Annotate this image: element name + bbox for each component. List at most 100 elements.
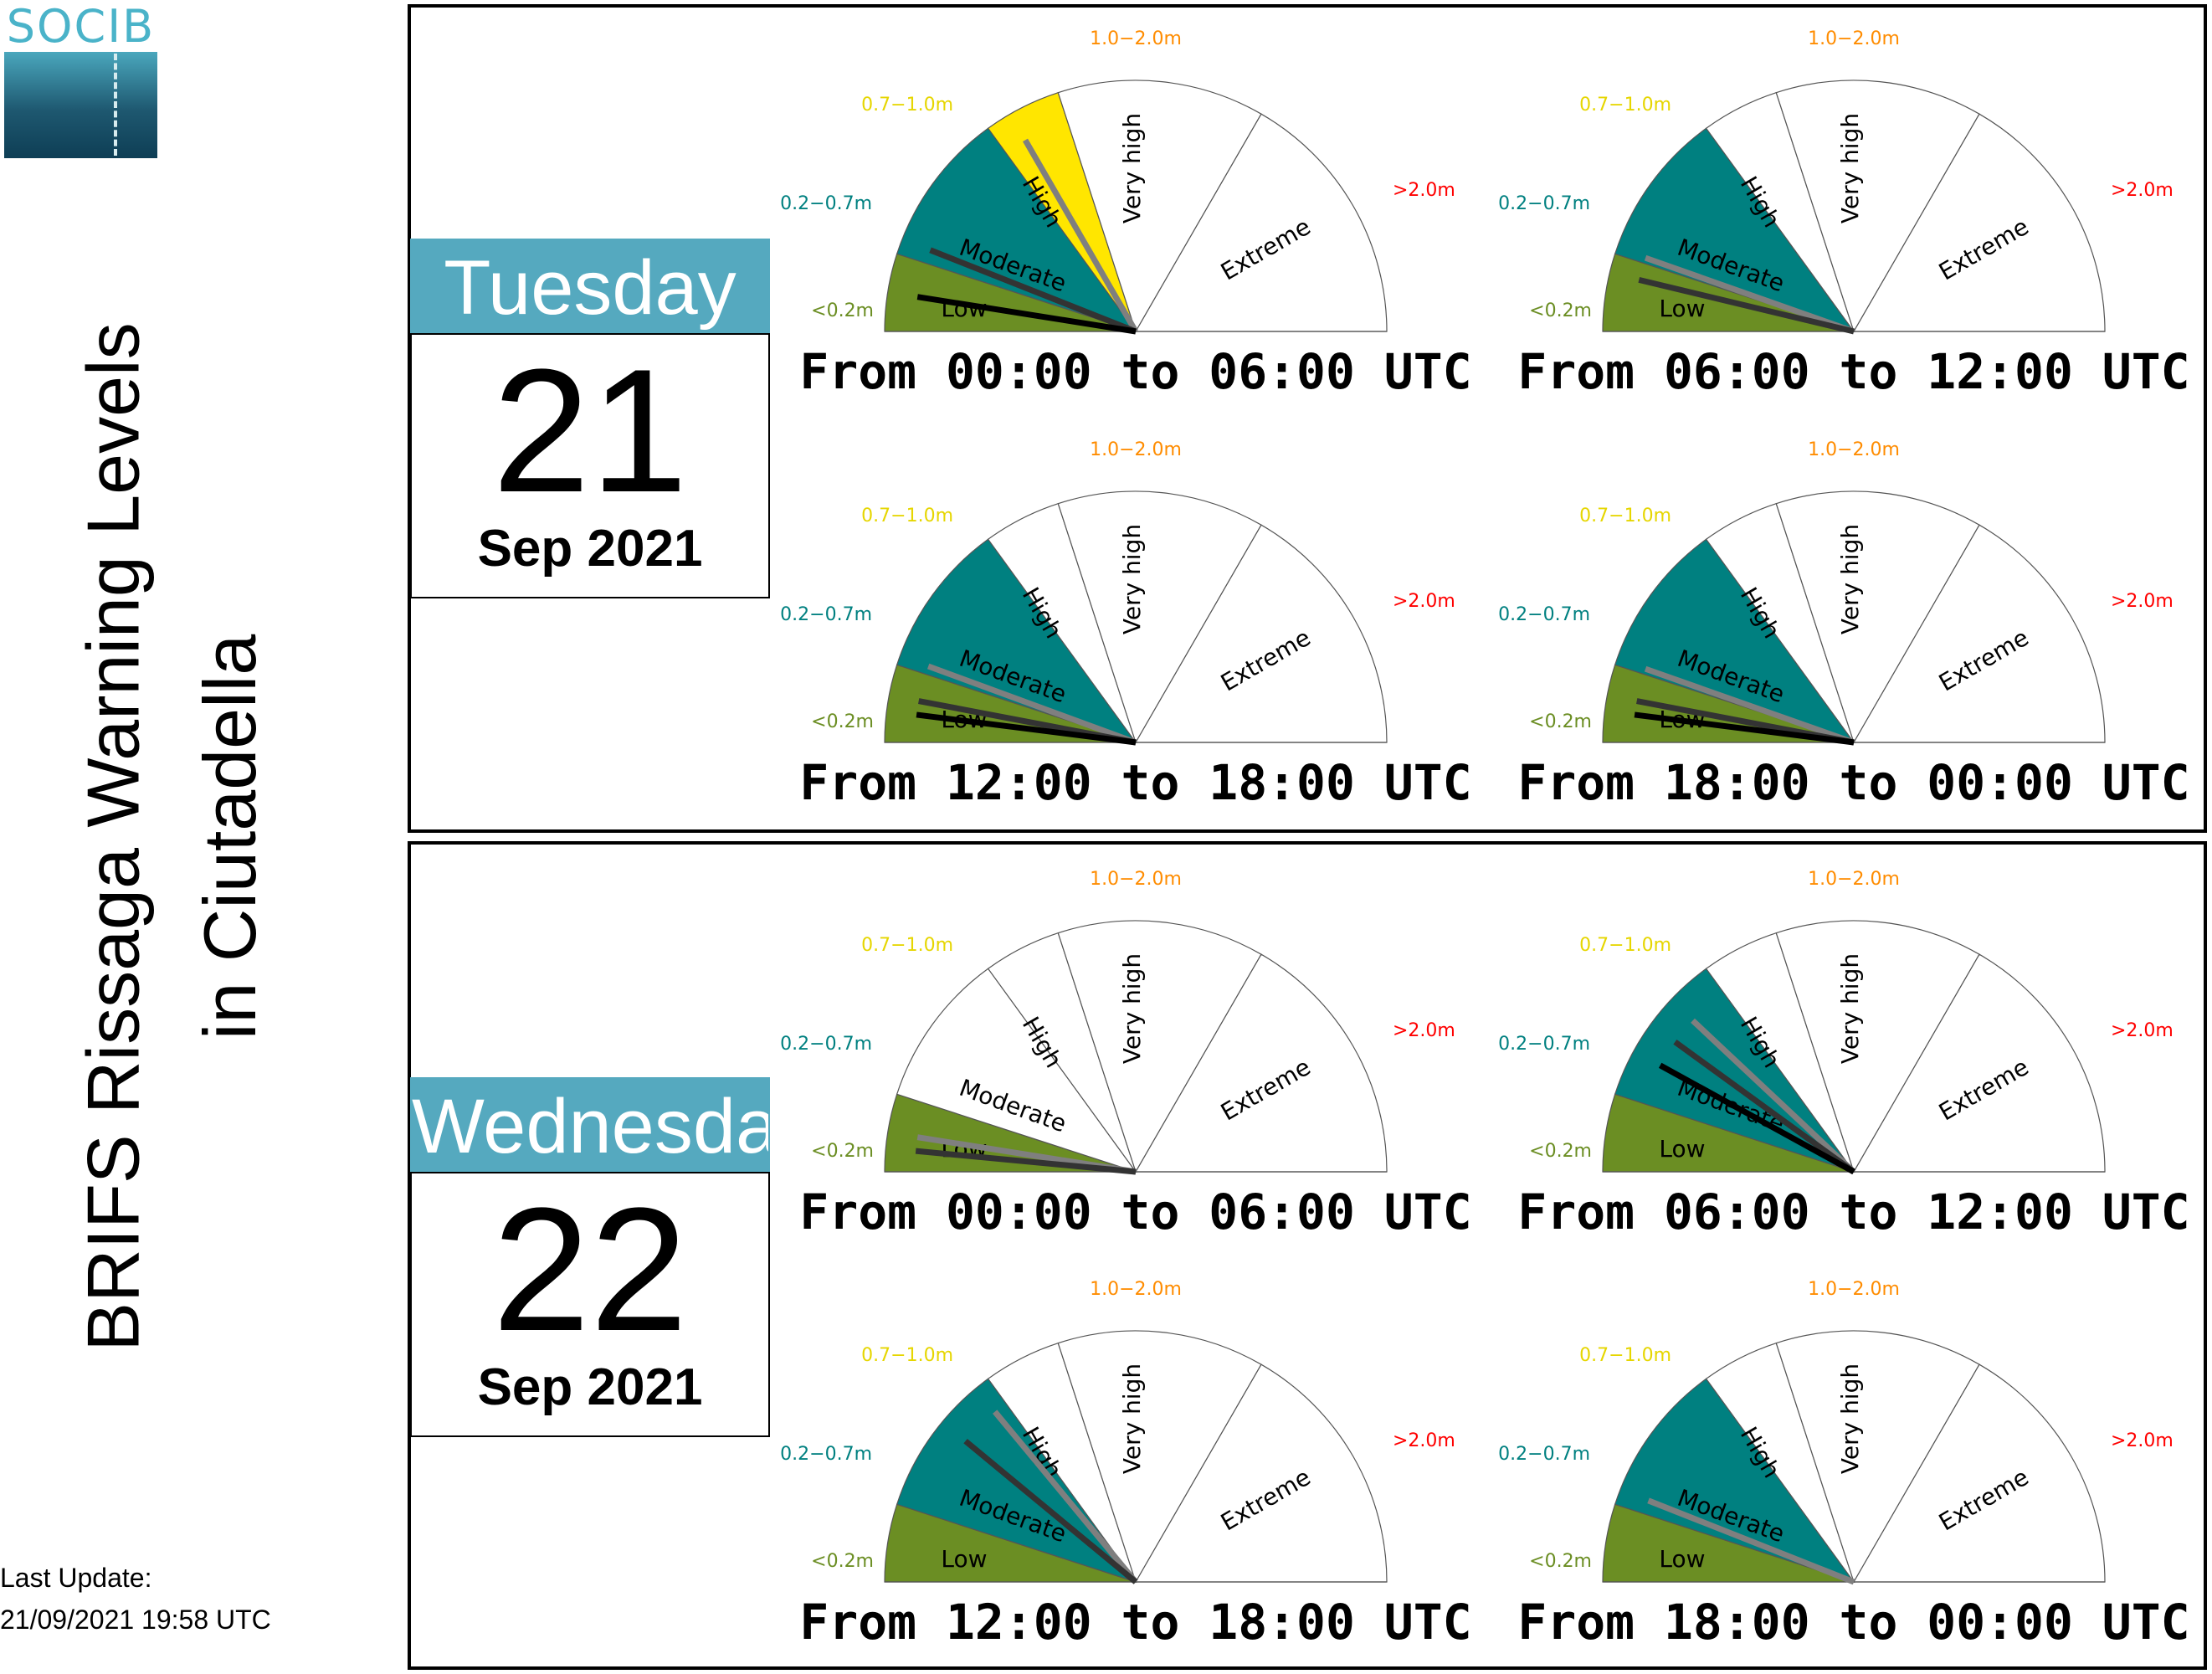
- logo-wave-graphic: [4, 52, 157, 158]
- gauge-needle: [1691, 1018, 1856, 1174]
- gauge-range-label: <0.2m: [811, 711, 874, 732]
- gauge-category-label: Very high: [1836, 953, 1864, 1064]
- gauge-range-label: 0.7−1.0m: [861, 1345, 953, 1366]
- gauge-range-label: >2.0m: [1393, 1020, 1455, 1041]
- gauge-category-label: Low: [941, 1545, 987, 1573]
- gauge-sector-very-high: [1057, 920, 1262, 1173]
- gauge-sector-very-high: [1057, 80, 1262, 333]
- gauge-title: From 06:00 to 12:00 UTC: [1517, 343, 2189, 400]
- gauge-range-label: >2.0m: [2111, 1020, 2174, 1041]
- gauge-range-label: 0.2−0.7m: [780, 1034, 872, 1055]
- day-panel-2: [408, 841, 2207, 1670]
- gauge-range-label: 1.0−2.0m: [1090, 1279, 1182, 1300]
- gauge-range-label: >2.0m: [2111, 591, 2174, 612]
- gauge-range-label: 0.7−1.0m: [1579, 1345, 1671, 1366]
- gauge-sector-extreme: [1852, 524, 2106, 743]
- gauge-needle: [1638, 276, 1855, 335]
- gauge-sector-extreme: [1852, 1363, 2106, 1583]
- gauge-category-label: Very high: [1118, 113, 1146, 223]
- calendar-weekday: Tuesday: [410, 239, 770, 335]
- gauge-needle: [916, 711, 1137, 746]
- calendar-body: 21 Sep 2021: [410, 333, 770, 598]
- gauge-title: From 06:00 to 12:00 UTC: [1517, 1184, 2189, 1240]
- gauge-needle: [1658, 1062, 1855, 1175]
- gauge-needle: [1644, 665, 1855, 746]
- gauge-sector-very-high: [1775, 920, 1980, 1173]
- calendar-body: 22 Sep 2021: [410, 1172, 770, 1437]
- gauge-sector-moderate: [1614, 968, 1855, 1173]
- gauge-range-label: <0.2m: [811, 300, 874, 321]
- gauge-range-label: 1.0−2.0m: [1090, 28, 1182, 49]
- gauge-sector-very-high: [1057, 1330, 1262, 1584]
- gauge-needle: [1673, 1039, 1856, 1174]
- gauge-category-label: Very high: [1118, 1363, 1146, 1474]
- logo-dash: [114, 54, 117, 156]
- gauge-range-label: 0.7−1.0m: [1579, 95, 1671, 116]
- calendar-day-number: 22: [492, 1171, 688, 1368]
- gauge-sector-extreme: [1134, 1363, 1388, 1583]
- gauge-sector-extreme: [1852, 113, 2106, 332]
- gauge-range-label: 1.0−2.0m: [1090, 439, 1182, 460]
- gauge-range-label: 1.0−2.0m: [1808, 28, 1900, 49]
- gauge-range-label: >2.0m: [1393, 180, 1455, 201]
- gauge-category-label: Very high: [1836, 524, 1864, 634]
- gauge-sector-moderate: [1614, 538, 1855, 744]
- calendar-weekday: Wednesday: [410, 1077, 770, 1173]
- gauge-sector-moderate: [896, 127, 1137, 333]
- gauge-range-label: >2.0m: [2111, 1430, 2174, 1451]
- gauge-category-label: Low: [1659, 1135, 1705, 1163]
- gauge-range-label: 0.2−0.7m: [780, 193, 872, 214]
- gauge-needle: [1022, 138, 1139, 333]
- gauge-range-label: 0.2−0.7m: [1498, 604, 1590, 625]
- gauge-needle: [915, 1148, 1137, 1175]
- gauge-sector-very-high: [1057, 490, 1262, 744]
- gauge-sector-extreme: [1134, 524, 1388, 743]
- gauge-category-label: Low: [1659, 1545, 1705, 1573]
- gauge-range-label: <0.2m: [811, 1141, 874, 1162]
- last-update-label: Last Update:: [0, 1563, 152, 1593]
- gauge-range-label: 1.0−2.0m: [1808, 439, 1900, 460]
- gauge-range-label: 0.7−1.0m: [861, 95, 953, 116]
- calendar-day-number: 21: [492, 332, 688, 529]
- gauge-title: From 18:00 to 00:00 UTC: [1517, 754, 2189, 811]
- gauge-range-label: 0.7−1.0m: [861, 506, 953, 526]
- logo-text: SOCIB: [6, 0, 156, 53]
- gauge-range-label: <0.2m: [1529, 711, 1592, 732]
- gauge-category-label: Very high: [1836, 113, 1864, 223]
- gauge-range-label: <0.2m: [1529, 300, 1592, 321]
- gauge-range-label: >2.0m: [1393, 1430, 1455, 1451]
- calendar-day-2: Wednesday 22 Sep 2021: [410, 1077, 770, 1437]
- gauge-range-label: 0.2−0.7m: [1498, 1444, 1590, 1465]
- gauge-needle: [1647, 1497, 1855, 1585]
- gauge-category-label: Low: [1659, 295, 1705, 322]
- gauge-range-label: 0.2−0.7m: [780, 1444, 872, 1465]
- gauge-sector-moderate: [896, 968, 1137, 1173]
- gauge-sector-very-high: [1775, 80, 1980, 333]
- gauge-range-label: 0.2−0.7m: [1498, 193, 1590, 214]
- gauge-range-label: 0.2−0.7m: [780, 604, 872, 625]
- gauge-range-label: 0.7−1.0m: [861, 935, 953, 956]
- gauge-category-label: Very high: [1836, 1363, 1864, 1474]
- gauge-needle: [963, 1439, 1138, 1584]
- gauge-range-label: >2.0m: [2111, 180, 2174, 201]
- last-update: Last Update: 21/09/2021 19:58 UTC: [0, 1557, 271, 1641]
- calendar-day-1: Tuesday 21 Sep 2021: [410, 239, 770, 598]
- gauge-needle: [929, 247, 1137, 335]
- gauge-sector-moderate: [1614, 127, 1855, 333]
- gauge-category-label: Very high: [1118, 524, 1146, 634]
- gauge-range-label: 0.2−0.7m: [1498, 1034, 1590, 1055]
- gauge-title: From 12:00 to 18:00 UTC: [799, 754, 1471, 811]
- gauge-title: From 18:00 to 00:00 UTC: [1517, 1594, 2189, 1651]
- last-update-value: 21/09/2021 19:58 UTC: [0, 1605, 271, 1635]
- gauge-needle: [993, 1410, 1138, 1584]
- gauge-sector-moderate: [896, 538, 1137, 744]
- gauge-title: From 00:00 to 06:00 UTC: [799, 343, 1471, 400]
- gauge-range-label: 0.7−1.0m: [1579, 506, 1671, 526]
- gauge-sector-extreme: [1134, 953, 1388, 1173]
- gauge-range-label: 1.0−2.0m: [1808, 869, 1900, 890]
- gauge-title: From 00:00 to 06:00 UTC: [799, 1184, 1471, 1240]
- gauge-range-label: 0.7−1.0m: [1579, 935, 1671, 956]
- gauge-sector-extreme: [1852, 953, 2106, 1173]
- gauge-range-label: 1.0−2.0m: [1090, 869, 1182, 890]
